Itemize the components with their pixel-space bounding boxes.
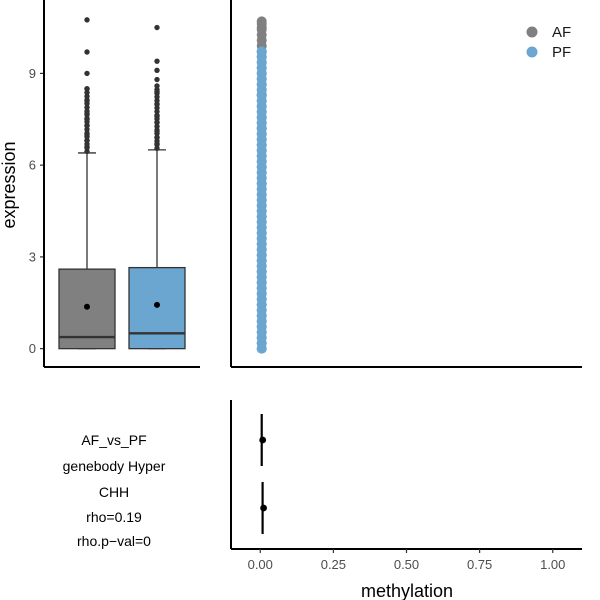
boxplot-y-axis: 0 3 6 9: [29, 66, 44, 356]
pointrange-point-pf: [260, 504, 267, 512]
outlier-point: [84, 70, 90, 77]
legend-label-af: AF: [552, 24, 571, 41]
legend-swatch-pf: [526, 46, 538, 58]
boxplot-panel: 0 3 6 9 expression: [0, 0, 200, 368]
x-tick-label: 0.75: [467, 557, 492, 572]
y-tick-label: 6: [29, 158, 36, 173]
outlier-point: [84, 49, 90, 55]
x-tick-label: 1.00: [540, 557, 565, 572]
annotation-block: AF_vs_PF genebody Hyper CHH rho=0.19 rho…: [63, 432, 166, 549]
outlier-point: [84, 17, 90, 23]
info-line-context: CHH: [99, 484, 129, 500]
outlier-point: [154, 24, 160, 31]
legend-swatch-af: [526, 26, 538, 38]
scatter-marks: [256, 16, 267, 354]
outlier-point: [154, 76, 160, 83]
outlier-point: [154, 83, 160, 89]
info-line-pvalue: rho.p−val=0: [77, 533, 151, 549]
box-pf: [128, 266, 186, 350]
x-tick-label: 0.00: [248, 557, 273, 572]
info-line-comparison: AF_vs_PF: [81, 432, 146, 448]
outlier-point: [84, 86, 90, 92]
methylation-panel: 0.00 0.25 0.50 0.75 1.00 methylation: [230, 400, 582, 600]
x-tick-label: 0.50: [394, 557, 419, 572]
methylation-x-axis: 0.00 0.25 0.50 0.75 1.00: [248, 549, 565, 572]
scatter-point-af: [256, 16, 267, 27]
methylation-marks: [259, 414, 267, 534]
pointrange-point-af: [259, 436, 267, 444]
box-mean-point: [154, 301, 160, 308]
boxplot-marks: [58, 17, 186, 350]
y-tick-label: 0: [29, 341, 36, 356]
y-tick-label: 3: [29, 249, 36, 264]
legend: AF PF: [526, 24, 571, 61]
scatter-panel: AF PF: [230, 0, 582, 368]
scatter-point-pf: [256, 46, 267, 57]
outlier-point: [154, 67, 160, 74]
x-axis-title: methylation: [361, 581, 453, 600]
outlier-point: [154, 58, 160, 64]
x-tick-label: 0.25: [321, 557, 346, 572]
info-line-rho: rho=0.19: [86, 509, 142, 525]
box-mean-point: [84, 303, 90, 310]
info-line-region: genebody Hyper: [63, 458, 166, 474]
legend-label-pf: PF: [552, 44, 571, 61]
y-axis-title: expression: [0, 141, 19, 228]
y-tick-label: 9: [29, 66, 36, 81]
